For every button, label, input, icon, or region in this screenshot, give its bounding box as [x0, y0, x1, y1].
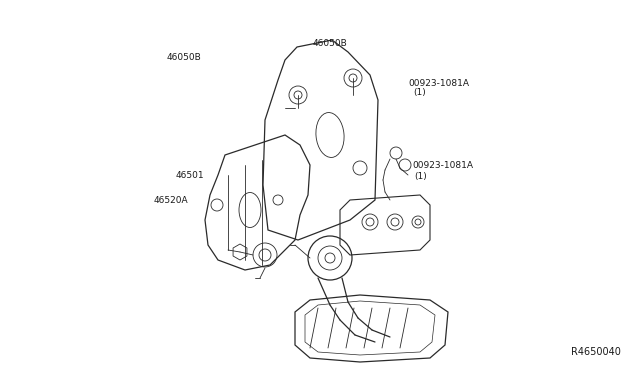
Text: 46050B: 46050B: [167, 53, 202, 62]
Text: 46050B: 46050B: [312, 39, 347, 48]
Text: R4650040: R4650040: [571, 347, 621, 356]
Text: (1): (1): [414, 171, 427, 180]
Text: (1): (1): [413, 88, 426, 97]
Text: 00923-1081A: 00923-1081A: [408, 79, 469, 88]
Text: 46501: 46501: [176, 171, 205, 180]
Text: 00923-1081A: 00923-1081A: [412, 160, 473, 170]
Text: 46520A: 46520A: [154, 196, 188, 205]
